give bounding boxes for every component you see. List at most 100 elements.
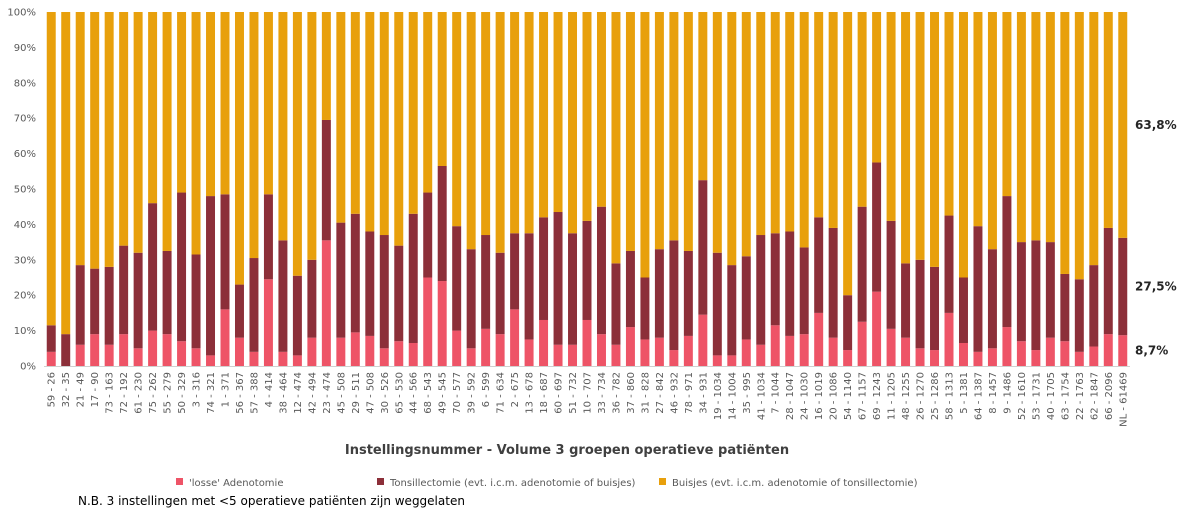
bar-segment-series-1 [510,233,520,310]
bar-segment-series-2 [75,12,85,266]
bar-segment-series-2 [119,12,129,246]
x-tick-label: 59 - 26 [47,372,58,407]
bar-segment-series-2 [408,12,418,214]
x-tick-label: 5 - 1381 [959,372,970,414]
bar-segment-series-1 [278,240,288,352]
x-tick-label: 53 - 1731 [1031,372,1042,420]
bar-segment-series-1 [611,263,621,345]
bar-segment-series-1 [177,192,187,342]
bar-segment-series-0 [119,334,129,366]
y-tick-label: 50% [14,185,36,196]
bar-segment-series-0 [466,348,476,366]
x-tick-label: 48 - 1255 [901,372,912,420]
bar-segment-series-2 [1074,12,1084,280]
bar-segment-series-2 [568,12,578,234]
y-tick-label: 0% [20,362,36,373]
x-tick-label: 40 - 1705 [1046,372,1057,420]
bar-segment-series-0 [365,335,375,366]
bar-segment-series-0 [220,309,230,366]
x-tick-label: 50 - 329 [177,372,188,414]
bar-segment-series-2 [915,12,925,260]
legend-swatch [659,478,666,485]
bar-segment-series-1 [1016,242,1026,342]
bar-segment-series-2 [510,12,520,234]
bar-segment-series-1 [553,212,563,345]
bar-segment-series-0 [915,348,925,366]
bar-segment-series-0 [350,332,360,366]
x-tick-label: 74 - 321 [206,372,217,414]
x-tick-label: NL - 61469 [1118,372,1129,427]
x-tick-label: 4 - 414 [264,372,275,407]
bar-segment-series-0 [611,344,621,366]
bar-segment-series-2 [843,12,853,296]
x-tick-label: 75 - 262 [148,372,159,414]
bar-segment-series-1 [1002,196,1012,328]
bar-segment-series-1 [263,194,273,280]
bar-segment-series-2 [799,12,809,248]
bar-segment-series-1 [654,249,664,338]
bar-segment-series-2 [423,12,433,193]
bar-segment-series-0 [1060,341,1070,366]
x-tick-label: 62 - 1847 [1089,372,1100,420]
bar-segment-series-1 [495,252,505,335]
x-tick-label: 7 - 1044 [771,372,782,414]
bar-segment-series-1 [1060,273,1070,342]
bar-segment-series-1 [481,235,491,329]
bar-segment-series-1 [46,325,56,352]
bar-segment-series-0 [394,341,404,366]
x-tick-label: 13 - 678 [525,372,536,414]
legend: 'losse' Adenotomie Tonsillectomie (evt. i… [176,478,918,489]
bar-segment-series-1 [539,217,549,320]
bar-segment-series-2 [321,12,331,120]
x-tick-label: 30 - 526 [380,372,391,414]
end-value-label: 27,5% [1135,280,1177,294]
bar-segment-series-1 [770,233,780,326]
y-tick-label: 80% [14,78,36,89]
bar-segment-series-1 [249,258,259,352]
bar-segment-series-1 [148,203,158,331]
bar-segment-series-0 [1045,337,1055,366]
bar-segment-series-1 [292,275,302,356]
bar-segment-series-2 [292,12,302,276]
bar-segment-series-1 [582,220,592,320]
x-tick-label: 47 - 508 [365,372,376,414]
bar-segment-series-2 [539,12,549,218]
y-axis: 0% 10% 20% 30% 40% 50% 60% 70% 80% 90% 100% [7,8,36,373]
x-tick-label: 39 - 592 [467,372,478,414]
bar-segment-series-2 [1060,12,1070,274]
bar-segment-series-2 [1031,12,1041,241]
y-tick-label: 20% [14,291,36,302]
bar-segment-series-1 [379,235,389,349]
bar-segment-series-0 [133,348,143,366]
x-tick-label: 3 - 316 [192,372,203,407]
bar-segment-series-1 [886,220,896,329]
bar-segment-series-0 [191,348,201,366]
bar-segment-series-0 [249,351,259,366]
bar-segment-series-2 [278,12,288,241]
bar-segment-series-1 [814,217,824,313]
bar-segment-series-0 [770,325,780,366]
bar-segment-series-1 [625,250,635,328]
end-labels: 63,8% 27,5% 8,7% [1135,118,1177,358]
footnote: N.B. 3 instellingen met <5 operatieve pa… [78,494,465,508]
x-tick-label: 8 - 1457 [988,372,999,414]
bar-segment-series-0 [857,321,867,366]
y-tick-label: 10% [14,326,36,337]
x-tick-label: 45 - 508 [336,372,347,414]
x-tick-label: 78 - 971 [684,372,695,414]
bar-segment-series-1 [872,162,882,292]
bar-segment-series-0 [177,341,187,366]
bar-segment-series-2 [249,12,259,259]
x-tick-label: 26 - 1270 [916,372,927,420]
bar-segment-series-1 [843,295,853,351]
y-tick-label: 30% [14,255,36,266]
bar-segment-series-2 [365,12,375,232]
bar-segment-series-2 [611,12,621,264]
bar-segment-series-2 [162,12,172,251]
bar-segment-series-0 [321,240,331,366]
x-tick-label: 60 - 697 [554,372,565,414]
x-tick-label: 24 - 1030 [800,372,811,420]
bar-segment-series-0 [712,355,722,366]
bar-segment-series-2 [625,12,635,251]
bar-segment-series-0 [524,339,534,366]
